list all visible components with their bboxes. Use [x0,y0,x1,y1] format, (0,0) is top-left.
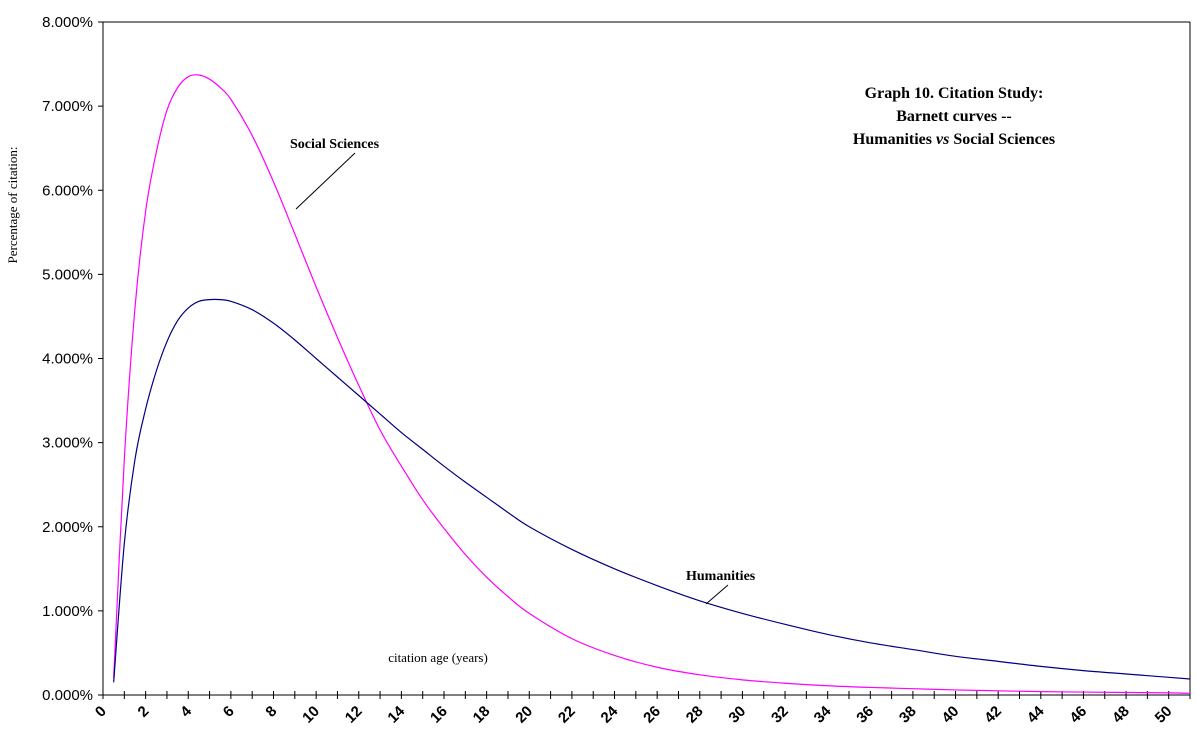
x-tick-label: 28 [683,703,707,727]
series-layer [113,74,1191,694]
x-tick-label: 44 [1024,702,1048,726]
x-tick-label: 14 [384,702,408,726]
y-tick-label: 1.000% [42,603,93,620]
x-axis-ticks: 0 2 4 6 8 10 12 14 16 18 20 22 24 26 28 30 32 34 36 38 40 42 4… [92,691,1191,727]
series-line-humanities [113,298,1191,683]
x-tick-label: 40 [939,703,963,727]
y-axis-label: Percentage of citation: [5,147,20,264]
series-label-social-sciences: Social Sciences [290,137,380,152]
y-tick-label: 6.000% [42,182,93,199]
y-tick-label: 4.000% [42,351,93,368]
y-tick-label: 2.000% [42,519,93,536]
x-tick-label: 50 [1152,703,1176,727]
x-tick-label: 36 [853,703,877,727]
x-axis-label: citation age (years) [388,650,488,665]
chart-title-line-3: Humanities vs Social Sciences [853,131,1055,148]
x-tick-label: 12 [342,703,366,727]
x-tick-label: 38 [896,703,920,727]
x-tick-label: 30 [725,703,749,727]
x-tick-label: 32 [768,703,792,727]
social-sciences-leader-line [295,152,356,210]
chart-title-line-1: Graph 10. Citation Study: [865,85,1044,102]
x-tick-label: 16 [427,703,451,727]
title-part-vs: vs [936,131,949,148]
x-tick-label: 0 [92,703,110,721]
x-tick-label: 6 [220,703,238,721]
x-tick-label: 22 [555,703,579,727]
y-tick-label: 5.000% [42,266,93,283]
title-part-1: Humanities [853,131,936,148]
y-axis-ticks: 0.000% 1.000% 2.000% 3.000% 4.000% 5.000% 6.00… [42,14,103,704]
y-tick-label: 3.000% [42,435,93,452]
x-tick-label: 42 [981,703,1005,727]
chart-title-line-2: Barnett curves -- [896,108,1012,125]
x-tick-label: 24 [598,702,622,726]
x-tick-label: 46 [1066,703,1090,727]
y-tick-label: 0.000% [42,687,93,704]
x-tick-label: 48 [1109,703,1133,727]
series-line-social-sciences [113,74,1191,694]
y-tick-label: 7.000% [42,98,93,115]
title-part-3: Social Sciences [949,131,1055,148]
x-tick-label: 18 [470,703,494,727]
x-tick-label: 20 [512,703,536,727]
x-tick-label: 2 [135,703,153,721]
humanities-leader-line [705,584,729,605]
x-tick-label: 4 [177,702,195,720]
x-tick-label: 10 [299,703,323,727]
x-tick-label: 8 [262,703,280,721]
y-tick-label: 8.000% [42,14,93,31]
x-tick-label: 26 [640,703,664,727]
series-label-humanities: Humanities [686,569,756,584]
x-tick-label: 34 [811,702,835,726]
